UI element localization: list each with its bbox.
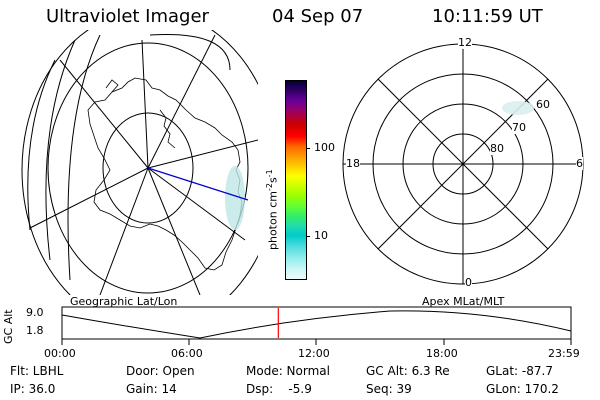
- mlt-label-18: 18: [346, 157, 360, 170]
- lat-circle-mid: [47, 42, 249, 294]
- info-filter: Flt: LBHL: [10, 364, 64, 378]
- mlat-label-70: 70: [512, 121, 526, 134]
- timeline-plot: [61, 306, 572, 345]
- timeline-tick-2359: 23:59: [548, 347, 580, 360]
- timeline-tick-0000: 00:00: [44, 347, 76, 360]
- left-map-caption: Geographic Lat/Lon: [70, 295, 178, 308]
- info-gc-alt: GC Alt: 6.3 Re: [366, 364, 450, 378]
- instrument-title: Ultraviolet Imager: [46, 6, 209, 27]
- info-ip: IP: 36.0: [10, 382, 56, 396]
- timeline-tick-1800: 18:00: [426, 347, 458, 360]
- geographic-map: [21, 30, 258, 295]
- coastline: [87, 77, 243, 271]
- timeline-tick-1200: 12:00: [298, 347, 330, 360]
- gc-altitude-curve: [61, 310, 572, 339]
- lat-circle-outer: [21, 30, 258, 295]
- timeline-ybottom: 1.8: [26, 324, 44, 337]
- info-seq: Seq: 39: [366, 382, 412, 396]
- date-label: 04 Sep 07: [272, 6, 364, 27]
- mlt-label-6: 6: [576, 157, 583, 170]
- timeline-ylabel: GC Alt: [2, 309, 15, 344]
- view-direction-line: [147, 167, 249, 201]
- colorbar-tick-label-10: 10: [314, 229, 328, 242]
- mlat-label-60: 60: [536, 98, 550, 111]
- timeline-frame: [61, 306, 572, 340]
- time-label: 10:11:59 UT: [432, 6, 543, 27]
- info-mode: Mode: Normal: [246, 364, 330, 378]
- mlt-label-12: 12: [458, 36, 472, 49]
- info-dsp: Dsp: -5.9: [246, 382, 312, 396]
- right-map-caption: Apex MLat/MLT: [422, 295, 505, 308]
- info-door: Door: Open: [126, 364, 195, 378]
- colorbar-unit-label: photon cm-2s-1: [265, 169, 280, 250]
- colorbar: [285, 80, 307, 280]
- timeline-ytop: 9.0: [26, 306, 44, 319]
- colorbar-tick-100: [306, 148, 310, 149]
- info-glat: GLat: -87.7: [486, 364, 553, 378]
- colorbar-tick-label-100: 100: [314, 141, 335, 154]
- mlat-label-80: 80: [490, 142, 504, 155]
- colorbar-tick-10: [306, 236, 310, 237]
- magnetic-polar-plot: [342, 43, 584, 285]
- emission-region: [225, 166, 245, 230]
- timeline-tick-0600: 06:00: [171, 347, 203, 360]
- info-gain: Gain: 14: [126, 382, 177, 396]
- mlt-label-0: 0: [465, 276, 472, 289]
- lat-circle-inner: [102, 112, 194, 224]
- emission-patch: [502, 101, 534, 115]
- info-glon: GLon: 170.2: [486, 382, 559, 396]
